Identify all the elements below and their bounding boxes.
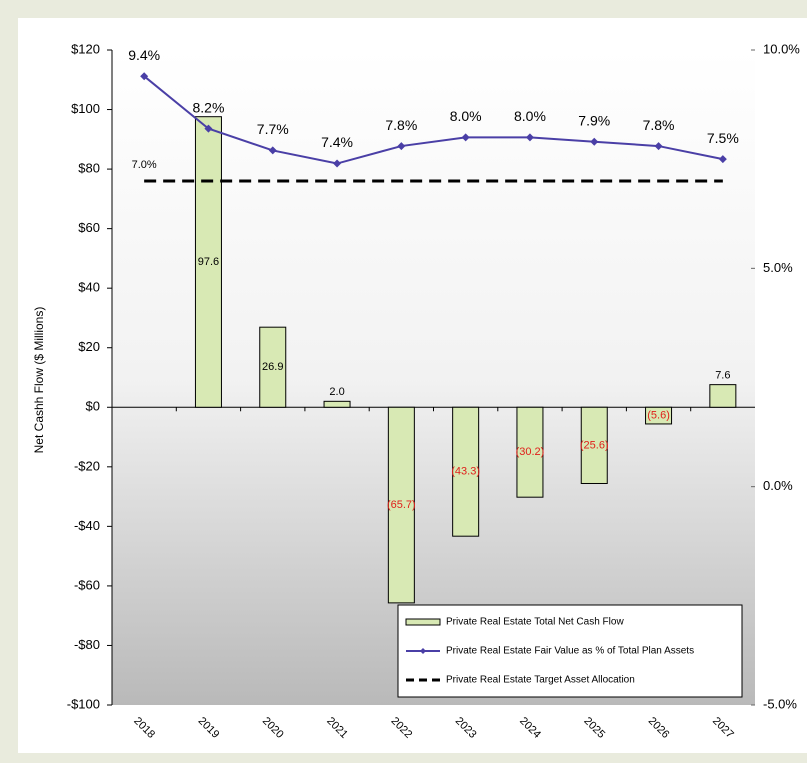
marker: [525, 133, 534, 142]
y-tick-label: $0: [86, 399, 100, 414]
bar: [323, 400, 351, 408]
bar: [452, 406, 480, 537]
data-label: (43.3): [451, 466, 480, 478]
data-label: 8.2%: [192, 99, 224, 115]
data-label: (65.7): [387, 499, 416, 511]
bar: [387, 406, 415, 604]
legend-box: [397, 604, 743, 698]
bar: [194, 116, 222, 408]
data-label: 7.5%: [707, 130, 739, 146]
y2-tick-label: 10.0%: [763, 41, 800, 56]
marker: [654, 142, 663, 151]
bar: [580, 406, 608, 484]
marker: [333, 159, 342, 168]
marker: [590, 137, 599, 146]
legend-swatch: [405, 618, 441, 626]
legend-marker: [420, 648, 426, 654]
y-tick-label: -$40: [74, 518, 100, 533]
y-tick-label: -$100: [67, 696, 100, 711]
y-tick-label: $100: [71, 101, 100, 116]
legend-label: Private Real Estate Total Net Cash Flow: [446, 617, 624, 628]
y-tick-label: $60: [78, 220, 100, 235]
marker: [718, 155, 727, 164]
data-label: (25.6): [580, 439, 609, 451]
data-label: 7.8%: [385, 117, 417, 133]
y-tick-label: $80: [78, 161, 100, 176]
data-label: 2.0: [329, 386, 344, 398]
y2-tick-label: 0.0%: [763, 478, 793, 493]
data-label: 7.8%: [643, 117, 675, 133]
marker: [204, 124, 213, 133]
data-label: 7.7%: [257, 121, 289, 137]
y-tick-label: $120: [71, 41, 100, 56]
legend-label: Private Real Estate Target Asset Allocat…: [446, 675, 635, 686]
y-tick-label: -$60: [74, 577, 100, 592]
marker: [140, 72, 149, 81]
y-tick-label: $40: [78, 280, 100, 295]
legend-label: Private Real Estate Fair Value as % of T…: [446, 646, 694, 657]
line: [143, 75, 724, 165]
data-label: 26.9: [262, 361, 283, 373]
y2-tick-label: 5.0%: [763, 260, 793, 275]
bar: [516, 406, 544, 498]
data-label: 9.4%: [128, 47, 160, 63]
data-label: 8.0%: [450, 108, 482, 124]
marker: [268, 146, 277, 155]
data-label: 7.0%: [132, 159, 157, 171]
y-tick-label: $20: [78, 339, 100, 354]
marker: [461, 133, 470, 142]
bar: [709, 384, 737, 408]
data-label: 8.0%: [514, 108, 546, 124]
data-label: (5.6): [647, 410, 670, 422]
y2-tick-label: -5.0%: [763, 696, 797, 711]
marker: [397, 142, 406, 151]
data-label: 7.4%: [321, 134, 353, 150]
y-axis-label: Net Cashh Flow ($ Millions): [32, 307, 46, 454]
bar: [645, 406, 673, 425]
data-label: 97.6: [198, 256, 219, 268]
data-label: (30.2): [516, 446, 545, 458]
y-tick-label: -$80: [74, 637, 100, 652]
data-label: 7.6: [715, 370, 730, 382]
y-tick-label: -$20: [74, 458, 100, 473]
bar: [259, 326, 287, 408]
data-label: 7.9%: [578, 112, 610, 128]
